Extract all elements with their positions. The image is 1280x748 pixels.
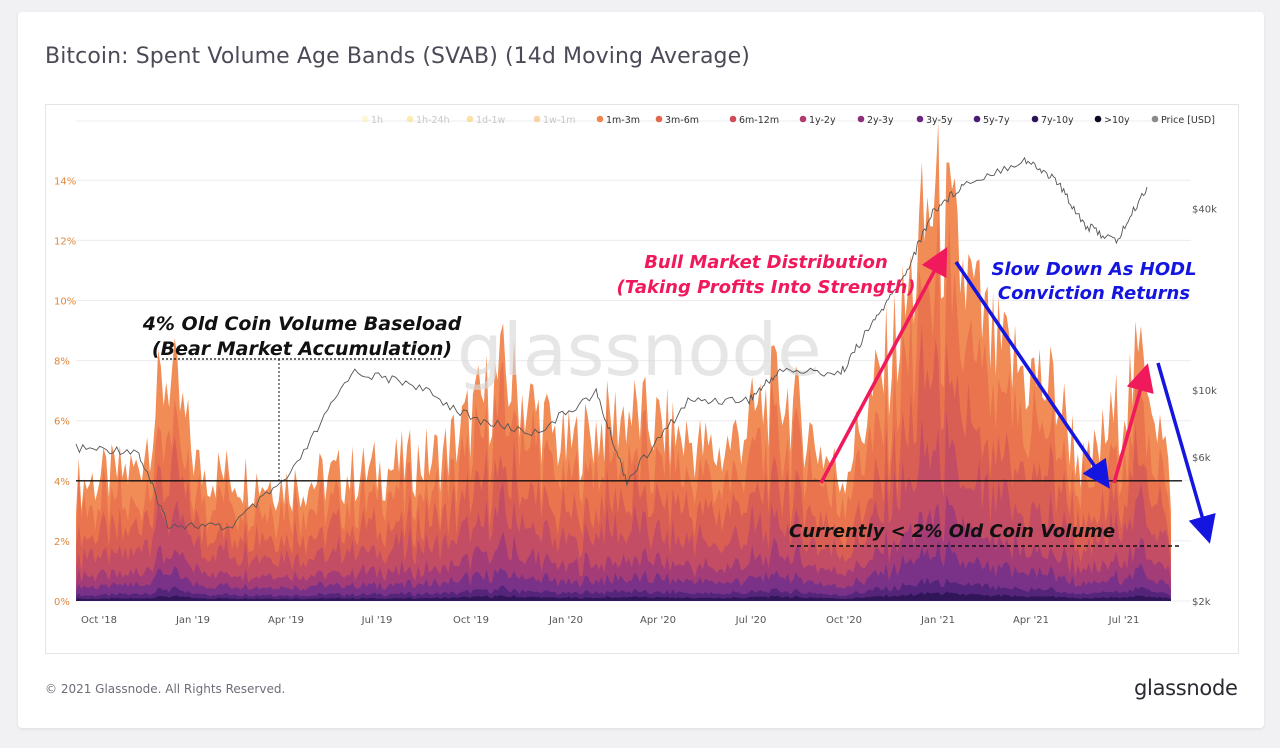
chart-title: Bitcoin: Spent Volume Age Bands (SVAB) (…: [45, 44, 750, 69]
legend-label-5: 3m-6m: [665, 115, 699, 126]
legend-label-11: 7y-10y: [1041, 115, 1074, 126]
y-right-tick-0: $40k: [1192, 204, 1217, 215]
legend-swatch-2: [466, 115, 474, 123]
baseload-label-2: (Bear Market Accumulation): [152, 338, 452, 360]
x-tick-1: Jan '19: [175, 615, 210, 626]
x-tick-2: Apr '19: [268, 615, 304, 626]
current-label: Currently < 2% Old Coin Volume: [789, 521, 1115, 542]
bull-arrow-2: [1112, 363, 1154, 484]
legend-item->10y: >10y: [1094, 115, 1130, 126]
legend-item-1w-1m: 1w-1m: [533, 115, 576, 126]
y-left-tick-4: 6%: [54, 417, 70, 428]
x-tick-8: Oct '20: [826, 615, 862, 626]
legend-item-3m-6m: 3m-6m: [655, 115, 699, 126]
area-band-3y-5y: [76, 539, 1171, 601]
y-right-tick-1: $10k: [1192, 386, 1217, 397]
legend-label-10: 5y-7y: [983, 115, 1010, 126]
legend-item-5y-7y: 5y-7y: [973, 115, 1010, 126]
svab-chart: glassnode 14% 12% 10% 8% 6% 4% 2% 0% $40k $10k $6k…: [54, 115, 1217, 626]
legend-swatch-4: [596, 115, 604, 123]
area-band-7y-10y: [76, 591, 1171, 601]
legend-swatch-1: [406, 115, 414, 123]
area-band-5y-7y: [76, 577, 1171, 601]
y-left-tick-3: 8%: [54, 357, 70, 368]
legend-swatch-12: [1094, 115, 1102, 123]
x-tick-6: Apr '20: [640, 615, 676, 626]
legend-item-3y-5y: 3y-5y: [916, 115, 953, 126]
area-band-2y-3y: [76, 493, 1171, 601]
legend-label-9: 3y-5y: [926, 115, 953, 126]
legend-label-2: 1d-1w: [476, 115, 506, 126]
axes: 14% 12% 10% 8% 6% 4% 2% 0% $40k $10k $6k $2k Oct '18…: [54, 176, 1217, 626]
legend-label-7: 1y-2y: [809, 115, 836, 126]
legend-swatch-3: [533, 115, 541, 123]
legend: 1h 1h-24h 1d-1w 1w-1m 1m-3m 3m-6m 6m-12m 1y-2y 2…: [361, 115, 1215, 126]
bull-label-1: Bull Market Distribution: [644, 252, 888, 273]
legend-label-13: Price [USD]: [1161, 115, 1215, 126]
legend-label-8: 2y-3y: [867, 115, 894, 126]
annotations: 4% Old Coin Volume Baseload (Bear Market …: [142, 246, 1216, 547]
legend-label-12: >10y: [1104, 115, 1130, 126]
x-tick-11: Jul '21: [1108, 615, 1140, 626]
slow-label-2: Conviction Returns: [998, 283, 1190, 304]
y-left-tick-6: 2%: [54, 537, 70, 548]
y-left-tick-1: 12%: [54, 236, 76, 247]
chart-panel: glassnode 14% 12% 10% 8% 6% 4% 2% 0% $40k $10k $6k…: [45, 104, 1239, 654]
legend-label-6: 6m-12m: [739, 115, 779, 126]
legend-swatch-6: [729, 115, 737, 123]
x-tick-3: Jul '19: [361, 615, 393, 626]
legend-swatch-5: [655, 115, 663, 123]
legend-item-1h-24h: 1h-24h: [406, 115, 450, 126]
legend-swatch-13: [1151, 115, 1159, 123]
legend-swatch-9: [916, 115, 924, 123]
bull-label-2: (Taking Profits Into Strength): [616, 277, 915, 298]
legend-swatch-10: [973, 115, 981, 123]
x-tick-10: Apr '21: [1013, 615, 1049, 626]
slow-arrow-1: [954, 261, 1110, 489]
x-tick-7: Jul '20: [735, 615, 767, 626]
legend-swatch-8: [857, 115, 865, 123]
legend-item-1y-2y: 1y-2y: [799, 115, 836, 126]
legend-swatch-0: [361, 115, 369, 123]
legend-item-1d-1w: 1d-1w: [466, 115, 506, 126]
y-left-tick-7: 0%: [54, 597, 70, 608]
slow-arrow-2: [1156, 362, 1216, 544]
watermark: glassnode: [457, 308, 822, 392]
legend-item-1m-3m: 1m-3m: [596, 115, 640, 126]
baseload-label-1: 4% Old Coin Volume Baseload: [142, 313, 462, 335]
y-left-tick-2: 10%: [54, 297, 76, 308]
legend-label-3: 1w-1m: [543, 115, 576, 126]
price-line-group: [75, 156, 1148, 531]
legend-swatch-7: [799, 115, 807, 123]
y-left-tick-0: 14%: [54, 176, 76, 187]
y-right-tick-2: $6k: [1192, 453, 1211, 464]
slow-label-1: Slow Down As HODL: [991, 259, 1196, 280]
legend-item-7y-10y: 7y-10y: [1031, 115, 1074, 126]
legend-item-6m-12m: 6m-12m: [729, 115, 779, 126]
legend-swatch-11: [1031, 115, 1039, 123]
price-line: [75, 156, 1148, 531]
legend-label-0: 1h: [371, 115, 383, 126]
copyright-text: © 2021 Glassnode. All Rights Reserved.: [45, 682, 286, 696]
y-right-tick-3: $2k: [1192, 597, 1211, 608]
x-tick-0: Oct '18: [81, 615, 117, 626]
x-tick-5: Jan '20: [548, 615, 583, 626]
legend-label-4: 1m-3m: [606, 115, 640, 126]
bull-arrow-1: [819, 246, 948, 484]
y-left-tick-5: 4%: [54, 477, 70, 488]
glassnode-logo: glassnode: [1134, 676, 1238, 700]
legend-label-1: 1h-24h: [416, 115, 450, 126]
legend-item-2y-3y: 2y-3y: [857, 115, 894, 126]
x-tick-9: Jan '21: [920, 615, 955, 626]
legend-item-Price [USD]: Price [USD]: [1151, 115, 1215, 126]
legend-item-1h: 1h: [361, 115, 383, 126]
x-tick-4: Oct '19: [453, 615, 489, 626]
